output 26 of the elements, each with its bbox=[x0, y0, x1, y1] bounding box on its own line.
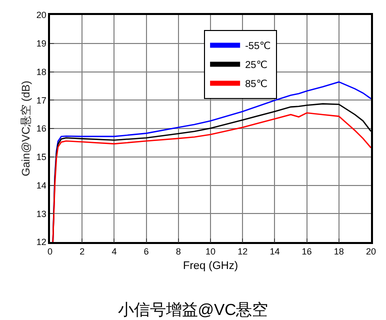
legend-label: 25℃ bbox=[245, 60, 268, 72]
y-tick-label: 16 bbox=[36, 124, 46, 134]
x-tick-label: 0 bbox=[47, 246, 53, 257]
y-tick-label: 17 bbox=[36, 95, 46, 106]
x-tick-label: 2 bbox=[80, 246, 85, 257]
x-axis-title: Freq (GHz) bbox=[183, 260, 238, 272]
text: 小信号增益@VC悬空 bbox=[118, 301, 268, 320]
y-tick-label: 19 bbox=[36, 38, 46, 49]
x-tick-label: 10 bbox=[205, 246, 216, 257]
y-tick-label: 14 bbox=[36, 180, 46, 190]
y-tick-label: 15 bbox=[36, 152, 46, 162]
legend-label: -55℃ bbox=[245, 41, 271, 52]
legend-label: 85℃ bbox=[245, 79, 268, 90]
x-tick-label: 16 bbox=[302, 246, 312, 257]
x-tick-label: 4 bbox=[112, 246, 117, 257]
y-tick-label: 13 bbox=[36, 208, 46, 219]
x-tick-label: 18 bbox=[334, 246, 344, 257]
y-tick-label: 12 bbox=[36, 237, 46, 248]
x-tick-label: 20 bbox=[366, 246, 376, 257]
x-tick-label: 12 bbox=[238, 246, 248, 257]
y-tick-label: 20 bbox=[36, 10, 46, 20]
y-tick-label: 18 bbox=[36, 66, 46, 77]
x-tick-label: 8 bbox=[176, 246, 181, 257]
x-tick-label: 6 bbox=[144, 246, 149, 257]
y-axis-title: Gain@VC悬空 (dB) bbox=[20, 80, 33, 176]
x-tick-label: 14 bbox=[270, 246, 280, 257]
